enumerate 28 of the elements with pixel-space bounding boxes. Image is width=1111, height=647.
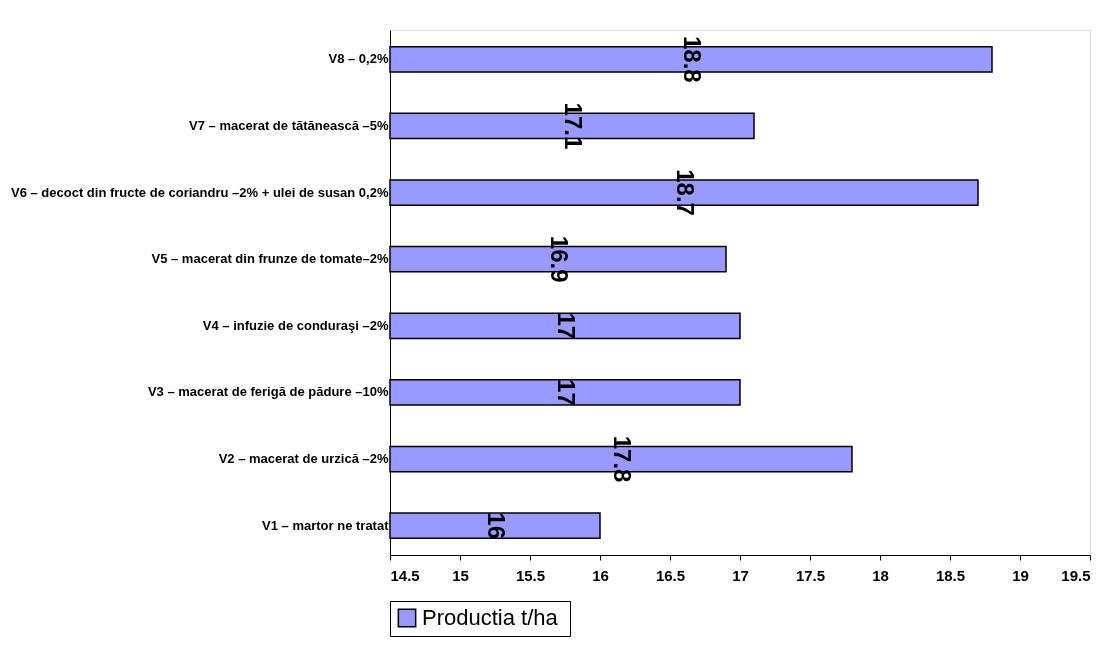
data-label: 18.8 <box>679 35 706 83</box>
data-label: 17.1 <box>560 102 587 150</box>
data-label: 17 <box>553 312 580 340</box>
y-tick-label: V1 – martor ne tratat <box>262 517 390 533</box>
y-tick-label: V4 – infuzie de conduraşi –2% <box>202 317 389 333</box>
data-label: 17.8 <box>609 435 636 483</box>
legend-label: Productia t/ha <box>422 605 559 630</box>
x-tick-label: 14.5 <box>390 566 420 584</box>
x-tick-label: 17 <box>732 566 749 584</box>
y-tick-label: V6 – decoct din fructe de coriandru –2% + ulei de susan 0,2% <box>11 184 389 200</box>
data-label: 17 <box>553 379 580 406</box>
x-tick-label: 17.5 <box>795 566 826 584</box>
x-tick-label: 19.5 <box>1061 566 1091 584</box>
x-tick-label: 18.5 <box>935 566 966 584</box>
x-tick-label: 15 <box>452 566 469 584</box>
y-tick-label: V3 – macerat de ferigă de pădure –10% <box>147 384 389 400</box>
x-tick-label: 19 <box>1012 566 1029 584</box>
x-tick-label: 16.5 <box>655 566 686 584</box>
y-tick-label: V5 – macerat din frunze de tomate–2% <box>151 251 389 267</box>
x-tick-label: 16 <box>592 566 609 584</box>
y-tick-label: V7 – macerat de tătănească –5% <box>189 117 389 133</box>
data-label: 16 <box>483 512 510 540</box>
x-tick-label: 15.5 <box>515 566 546 584</box>
y-tick-label: V2 – macerat de urzică –2% <box>218 451 389 467</box>
data-label: 16.9 <box>546 235 573 283</box>
y-tick-label: V8 – 0,2% <box>328 51 389 67</box>
data-label: 18.7 <box>672 169 699 216</box>
x-tick-label: 18 <box>872 566 889 584</box>
